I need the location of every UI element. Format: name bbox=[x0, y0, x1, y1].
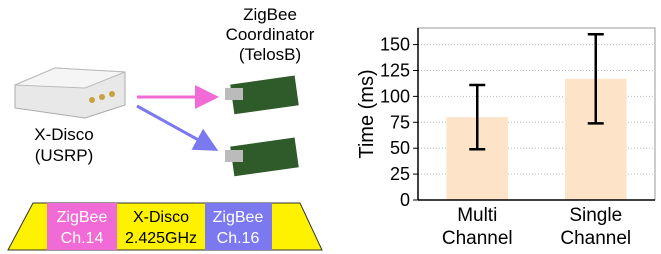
y-tick-label: 100 bbox=[380, 86, 410, 106]
y-tick-label: 25 bbox=[390, 164, 410, 184]
telosb-board bbox=[225, 76, 299, 177]
figure: ZigBeeCoordinator(TelosB)X-Disco(USRP)Zi… bbox=[0, 0, 661, 254]
channel-label: ZigBee bbox=[57, 209, 108, 226]
channel-label: Ch.14 bbox=[61, 230, 104, 247]
x-tick-label: Multi Channel bbox=[437, 204, 517, 250]
arrow bbox=[137, 106, 213, 148]
y-tick-label: 0 bbox=[400, 190, 410, 210]
y-axis-label: Time (ms) bbox=[356, 69, 378, 158]
channel-label: X-Disco bbox=[133, 209, 189, 226]
channel-label: 2.425GHz bbox=[125, 230, 197, 247]
usrp-device bbox=[15, 68, 125, 118]
channel-label: Ch.16 bbox=[217, 230, 260, 247]
xdisco-label: (USRP) bbox=[35, 146, 94, 165]
coordinator-label: ZigBee bbox=[243, 5, 297, 24]
x-tick-label: Single Channel bbox=[556, 204, 636, 250]
y-tick-label: 50 bbox=[390, 138, 410, 158]
y-tick-label: 125 bbox=[380, 60, 410, 80]
y-tick-label: 75 bbox=[390, 112, 410, 132]
y-tick-label: 150 bbox=[380, 35, 410, 55]
coordinator-label: Coordinator bbox=[226, 25, 315, 44]
coordinator-label: (TelosB) bbox=[239, 45, 301, 64]
xdisco-label: X-Disco bbox=[34, 125, 94, 144]
channel-label: ZigBee bbox=[213, 209, 264, 226]
